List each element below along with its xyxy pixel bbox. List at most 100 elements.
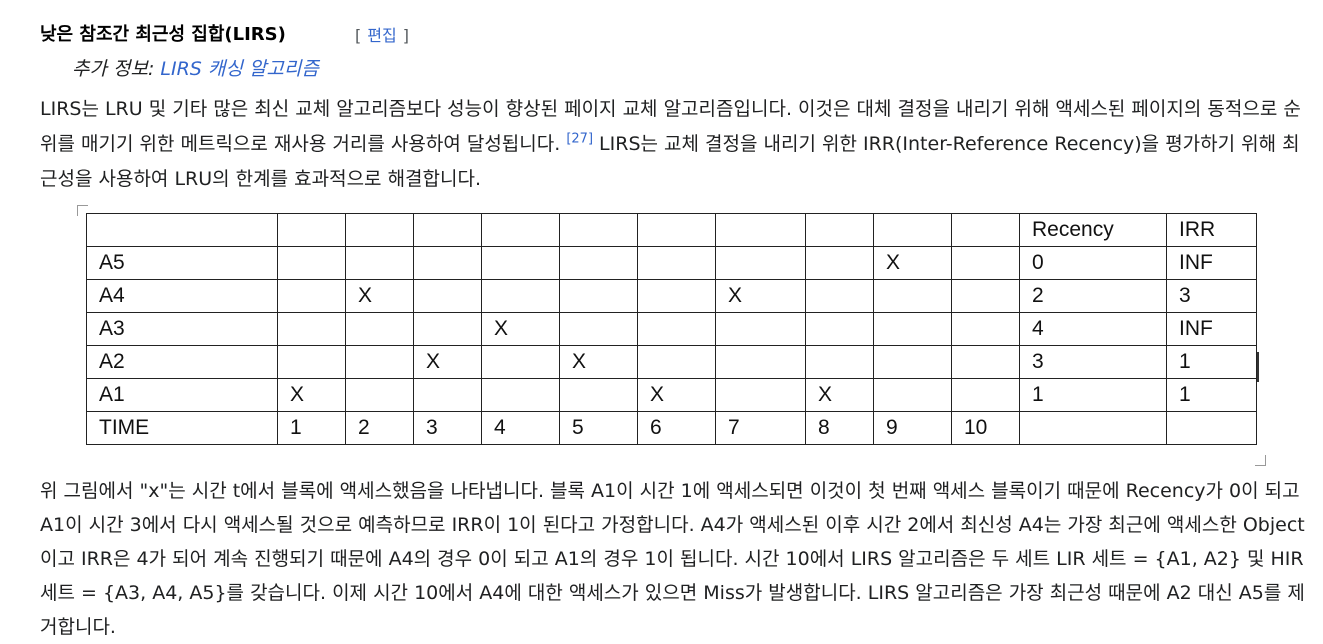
table-cell: A1: [86, 378, 278, 412]
image-corner-mark: [77, 205, 88, 216]
table-cell: 3: [1166, 279, 1257, 313]
table-cell: [805, 213, 874, 247]
table-cell: [413, 279, 482, 313]
table-cell: [951, 279, 1020, 313]
table-cell: [951, 213, 1020, 247]
hatnote: 추가 정보: LIRS 캐싱 알고리즘: [72, 54, 319, 81]
table-cell: [559, 246, 638, 280]
table-cell: [637, 246, 716, 280]
edit-section: [ 편집]: [355, 22, 409, 46]
table-cell: TIME: [86, 411, 278, 445]
table-cell: [86, 213, 278, 247]
table-cell: [951, 345, 1020, 379]
table-cell: A3: [86, 312, 278, 346]
table-cell: [873, 345, 952, 379]
table-cell: A4: [86, 279, 278, 313]
table-cell: [805, 246, 874, 280]
table-cell: 1: [1166, 378, 1257, 412]
table-cell: [277, 279, 346, 313]
table-cell: 8: [805, 411, 874, 445]
table-cell: [637, 312, 716, 346]
table-cell: [413, 213, 482, 247]
text-cursor: [1257, 352, 1259, 382]
table-cell: [873, 279, 952, 313]
table-cell: [951, 246, 1020, 280]
table-cell: [637, 213, 716, 247]
table-cell: [873, 378, 952, 412]
edit-bracket-close: ]: [402, 26, 409, 45]
image-corner-mark: [1255, 455, 1266, 466]
table-cell: X: [413, 345, 482, 379]
table-cell: [481, 213, 560, 247]
table-row: A4 X X 2 3: [86, 279, 1257, 313]
table-cell: 5: [559, 411, 638, 445]
table-cell: [345, 246, 414, 280]
table-cell: 3: [413, 411, 482, 445]
section-heading: 낮은 참조간 최근성 집합(LIRS): [40, 24, 286, 45]
edit-link[interactable]: 편집: [367, 26, 397, 45]
table-cell: [951, 378, 1020, 412]
table-header-row: Recency IRR: [86, 213, 1257, 247]
table-cell: Recency: [1019, 213, 1167, 247]
table-cell: [805, 312, 874, 346]
intro-paragraph: LIRS는 LRU 및 기타 많은 최신 교체 알고리즘보다 성능이 향상된 페…: [40, 92, 1310, 197]
table-cell: 2: [1019, 279, 1167, 313]
hatnote-prefix: 추가 정보:: [72, 58, 161, 80]
table-cell: [559, 312, 638, 346]
table-cell: [481, 246, 560, 280]
table-cell: [481, 279, 560, 313]
table-cell: [559, 378, 638, 412]
lirs-table-figure: Recency IRR A5 X 0 INF A4 X X 2 3 A3 X 4 INF A2 X X 3 1 A1 X X…: [86, 213, 1257, 445]
citation-link[interactable]: [27]: [566, 131, 594, 147]
table-row: A5 X 0 INF: [86, 246, 1257, 280]
table-cell: [715, 378, 806, 412]
table-cell: [481, 345, 560, 379]
table-cell: [715, 213, 806, 247]
hatnote-link[interactable]: LIRS 캐싱 알고리즘: [160, 58, 319, 80]
table-cell: [277, 246, 346, 280]
table-cell: [345, 345, 414, 379]
table-cell: 1: [1166, 345, 1257, 379]
table-cell: X: [873, 246, 952, 280]
table-cell: [559, 213, 638, 247]
table-cell: X: [481, 312, 560, 346]
lirs-table: Recency IRR A5 X 0 INF A4 X X 2 3 A3 X 4 INF A2 X X 3 1 A1 X X…: [86, 213, 1257, 445]
table-cell: [715, 345, 806, 379]
table-cell: 4: [481, 411, 560, 445]
edit-bracket-open: [: [355, 26, 362, 45]
table-row: TIME 1 2 3 4 5 6 7 8 9 10: [86, 411, 1257, 445]
table-cell: [805, 279, 874, 313]
table-cell: 7: [715, 411, 806, 445]
table-cell: IRR: [1166, 213, 1257, 247]
table-cell: 0: [1019, 246, 1167, 280]
table-cell: [481, 378, 560, 412]
table-cell: [413, 312, 482, 346]
table-cell: X: [559, 345, 638, 379]
table-cell: X: [805, 378, 874, 412]
table-cell: [277, 312, 346, 346]
table-cell: [413, 378, 482, 412]
table-cell: [637, 345, 716, 379]
table-cell: A2: [86, 345, 278, 379]
table-cell: INF: [1166, 246, 1257, 280]
table-cell: [413, 246, 482, 280]
table-cell: [559, 279, 638, 313]
table-row: A1 X X X 1 1: [86, 378, 1257, 412]
table-cell: [873, 213, 952, 247]
table-cell: [345, 378, 414, 412]
table-cell: [277, 213, 346, 247]
table-cell: 6: [637, 411, 716, 445]
table-cell: [715, 312, 806, 346]
table-cell: [1166, 411, 1257, 445]
table-cell: 1: [277, 411, 346, 445]
table-cell: [1019, 411, 1167, 445]
table-cell: [637, 279, 716, 313]
table-cell: 1: [1019, 378, 1167, 412]
table-cell: [345, 213, 414, 247]
table-cell: 9: [873, 411, 952, 445]
explanation-paragraph: 위 그림에서 "x"는 시간 t에서 블록에 액세스했음을 나타냅니다. 블록 …: [40, 480, 1305, 638]
table-cell: [345, 312, 414, 346]
table-cell: [715, 246, 806, 280]
table-row: A2 X X 3 1: [86, 345, 1257, 379]
table-cell: X: [637, 378, 716, 412]
